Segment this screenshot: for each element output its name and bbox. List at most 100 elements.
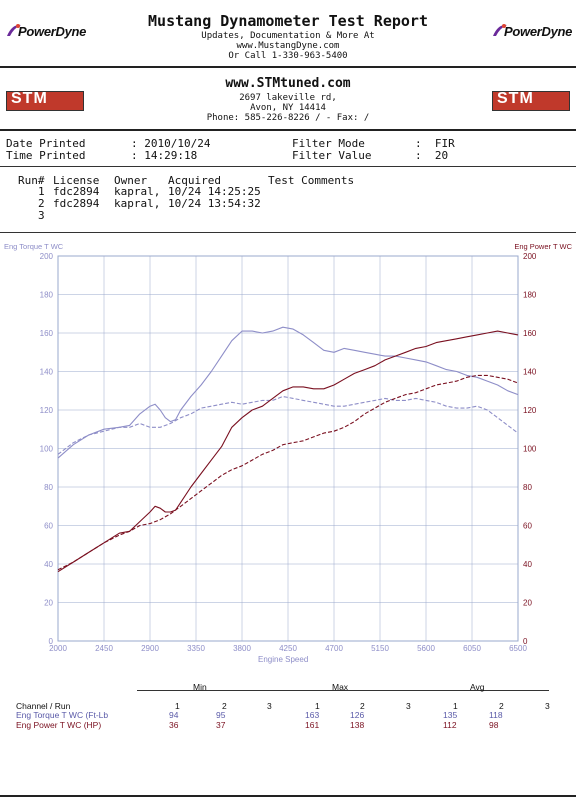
y-tick-label-left: 160 bbox=[40, 329, 54, 338]
run-acquired: 10/24 14:25:25 bbox=[168, 185, 261, 198]
run-number: 2 bbox=[38, 197, 45, 210]
header-phone: Or Call 1-330-963-5400 bbox=[228, 51, 348, 61]
date-printed-label: Date Printed bbox=[6, 137, 86, 150]
runs-header-owner: Owner bbox=[114, 174, 148, 187]
run-owner: kapral, bbox=[114, 185, 161, 198]
stats-channel-header: Channel / Run bbox=[16, 701, 71, 711]
header-line-1: Updates, Documentation & More At bbox=[201, 31, 375, 41]
stats-run-number: 2 bbox=[222, 701, 227, 711]
y-tick-label-right: 40 bbox=[523, 560, 532, 569]
y-tick-label-right: 180 bbox=[523, 291, 537, 300]
filter-value-label: Filter Value bbox=[292, 149, 372, 162]
powerdyne-logo-right: PowerDyne bbox=[492, 22, 572, 50]
torque-run-1-line bbox=[57, 326, 519, 459]
stats-run-number: 2 bbox=[499, 701, 504, 711]
x-tick-label: 2450 bbox=[95, 644, 113, 653]
runs-header-comments: Test Comments bbox=[268, 174, 355, 187]
y-tick-label-right: 0 bbox=[523, 637, 528, 646]
stats-value: 98 bbox=[489, 720, 499, 730]
x-tick-label: 4700 bbox=[325, 644, 343, 653]
stats-value: 163 bbox=[305, 710, 320, 720]
right-axis-title: Eng Power T WC bbox=[514, 242, 572, 251]
shop-phone: Phone: 585-226-8226 / - Fax: / bbox=[206, 113, 370, 123]
left-axis-title: Eng Torque T WC bbox=[4, 242, 64, 251]
y-tick-label-left: 200 bbox=[40, 252, 54, 261]
y-tick-label-left: 100 bbox=[40, 445, 54, 454]
dyno-chart: 2000 2450 2900 3350 3800 4250 4700 5150 5600 6050… bbox=[40, 252, 537, 653]
torque-run-2-line bbox=[57, 395, 519, 455]
stats-avg-header: Avg bbox=[470, 682, 485, 692]
y-tick-label-left: 40 bbox=[44, 560, 53, 569]
filter-mode-label: Filter Mode bbox=[292, 137, 365, 150]
run-license: fdc2894 bbox=[53, 197, 100, 210]
stats-min-header: Min bbox=[193, 682, 207, 692]
stats-run-number: 2 bbox=[360, 701, 365, 711]
runs-header-acquired: Acquired bbox=[168, 174, 221, 187]
swoosh-icon bbox=[7, 24, 21, 36]
stm-logo-left: STM bbox=[6, 90, 84, 111]
x-tick-label: 4250 bbox=[279, 644, 297, 653]
stats-value: 126 bbox=[350, 710, 365, 720]
stats-value: 135 bbox=[443, 710, 458, 720]
power-run-1-line bbox=[57, 330, 519, 573]
y-tick-label-left: 20 bbox=[44, 599, 53, 608]
stats-value: 36 bbox=[169, 720, 179, 730]
stats-row-label-power: Eng Power T WC (HP) bbox=[16, 720, 102, 730]
x-tick-label: 2000 bbox=[49, 644, 67, 653]
stats-value: 161 bbox=[305, 720, 320, 730]
x-tick-label: 5150 bbox=[371, 644, 389, 653]
stats-run-number: 3 bbox=[406, 701, 411, 711]
y-tick-label-left: 180 bbox=[40, 291, 54, 300]
runs-header-run: Run# bbox=[18, 174, 45, 187]
stats-run-number: 1 bbox=[175, 701, 180, 711]
shop-address-1: 2697 lakeville rd, bbox=[239, 93, 337, 103]
divider bbox=[0, 795, 576, 797]
y-tick-label-right: 160 bbox=[523, 329, 537, 338]
stats-value: 118 bbox=[489, 710, 503, 720]
filter-value-value: : 20 bbox=[415, 149, 449, 162]
stats-value: 138 bbox=[350, 720, 365, 730]
filter-mode-value: : FIR bbox=[415, 137, 455, 150]
run-license: fdc2894 bbox=[53, 185, 100, 198]
stats-value: 37 bbox=[216, 720, 226, 730]
x-tick-label: 5600 bbox=[417, 644, 435, 653]
shop-address-2: Avon, NY 14414 bbox=[250, 103, 326, 113]
x-axis-title: Engine Speed bbox=[258, 655, 309, 664]
y-tick-label-left: 80 bbox=[44, 483, 53, 492]
power-run-2-line bbox=[57, 374, 519, 571]
y-tick-label-right: 60 bbox=[523, 522, 532, 531]
stats-value: 112 bbox=[443, 720, 457, 730]
date-printed-value: : 2010/10/24 bbox=[131, 137, 211, 150]
x-tick-label: 3350 bbox=[187, 644, 205, 653]
divider bbox=[0, 129, 576, 131]
swoosh-icon bbox=[493, 24, 507, 36]
divider bbox=[0, 232, 576, 233]
stats-value: 95 bbox=[216, 710, 226, 720]
stats-run-number: 3 bbox=[267, 701, 272, 711]
divider bbox=[137, 690, 549, 691]
y-tick-label-left: 120 bbox=[40, 406, 54, 415]
runs-header-license: License bbox=[53, 174, 100, 187]
powerdyne-logo-left: PowerDyne bbox=[6, 22, 86, 50]
header-website: www.MustangDyne.com bbox=[236, 41, 340, 51]
divider bbox=[0, 166, 576, 167]
time-printed-label: Time Printed bbox=[6, 149, 86, 162]
y-tick-label-right: 100 bbox=[523, 445, 537, 454]
y-tick-label-right: 20 bbox=[523, 599, 532, 608]
x-tick-label: 2900 bbox=[141, 644, 159, 653]
y-tick-label-right: 80 bbox=[523, 483, 532, 492]
stats-max-header: Max bbox=[332, 682, 349, 692]
y-tick-label-right: 120 bbox=[523, 406, 537, 415]
stm-logo-text: STM bbox=[11, 90, 48, 107]
y-tick-label-left: 0 bbox=[49, 637, 54, 646]
stats-run-number: 1 bbox=[453, 701, 458, 711]
run-number: 3 bbox=[38, 209, 45, 222]
y-tick-label-left: 140 bbox=[40, 368, 54, 377]
run-acquired: 10/24 13:54:32 bbox=[168, 197, 261, 210]
y-tick-label-right: 200 bbox=[523, 252, 537, 261]
stm-logo-text: STM bbox=[497, 90, 534, 107]
report-title: Mustang Dynamometer Test Report bbox=[148, 12, 428, 30]
y-tick-label-right: 140 bbox=[523, 368, 537, 377]
y-tick-label-left: 60 bbox=[44, 522, 53, 531]
time-printed-value: : 14:29:18 bbox=[131, 149, 198, 162]
